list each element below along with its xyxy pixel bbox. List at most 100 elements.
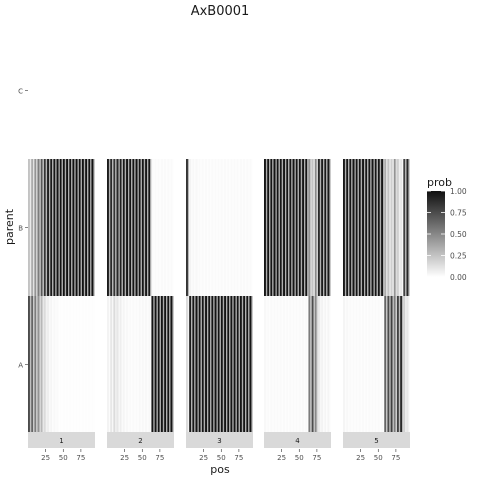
heat-cell-gap: [351, 296, 353, 433]
heat-cell-gap: [389, 159, 391, 296]
heat-cell-a-4-3: [273, 296, 276, 433]
legend-tick-label: 0.00: [450, 273, 467, 282]
facet-strip-label: 4: [295, 437, 300, 445]
heat-cell-b-1-4: [40, 159, 43, 296]
heat-cell-b-2-1: [110, 159, 113, 296]
facet-panel-5: 5 25 50 75: [343, 159, 410, 462]
heat-cell-a-4-4: [276, 296, 279, 433]
heat-cell-gap: [383, 159, 385, 296]
heat-cell-gap: [219, 159, 221, 296]
heat-cell-b-1-19: [88, 159, 91, 296]
heat-cell-a-2-13: [148, 296, 151, 433]
x-tick-label: 50: [138, 454, 147, 462]
heat-cell-gap: [392, 296, 394, 433]
heat-cell-b-4-20: [327, 159, 330, 296]
legend-title: prob: [427, 176, 452, 189]
legend: prob 1.00 0.75 0.50 0.25 0.00: [427, 176, 467, 282]
heat-cell-b-3-11: [220, 159, 223, 296]
heat-cell-gap: [112, 296, 114, 433]
heat-cell-gap: [134, 159, 136, 296]
heat-cell-gap: [323, 159, 325, 296]
heat-cell-gap: [87, 296, 89, 433]
heat-cell-gap: [294, 296, 296, 433]
heat-cell-b-3-13: [227, 159, 230, 296]
heat-cell-a-4-17: [317, 296, 320, 433]
heat-cell-gap: [115, 159, 117, 296]
heat-cell-a-5-13: [384, 296, 387, 433]
heat-cell-b-2-20: [170, 159, 173, 296]
heat-cell-gap: [245, 296, 247, 433]
heat-cell-a-3-17: [239, 296, 242, 433]
heat-cell-a-1-0: [28, 296, 30, 433]
heat-cell-a-3-2: [192, 296, 195, 433]
heat-cell-gap: [265, 159, 268, 296]
heat-cell-gap: [162, 296, 165, 433]
heat-cell-gap: [58, 296, 60, 433]
heat-cell-gap: [405, 296, 407, 433]
heat-cell-gap: [210, 159, 212, 296]
heat-cell-gap: [80, 296, 82, 433]
heat-cell-b-3-7: [208, 159, 211, 296]
heat-cell-gap: [222, 159, 225, 296]
heat-cell-gap: [367, 159, 369, 296]
heat-cell-b-1-0: [28, 159, 30, 296]
heat-cell-gap: [319, 296, 322, 433]
heat-cell-gap: [348, 159, 350, 296]
heat-cell-b-2-0: [107, 159, 109, 296]
heat-cell-gap: [36, 159, 38, 296]
heat-cell-a-2-7: [129, 296, 132, 433]
heat-cell-b-1-7: [50, 159, 53, 296]
heat-cell-gap: [304, 159, 306, 296]
heat-cell-a-1-6: [47, 296, 50, 433]
heat-cell-gap: [169, 159, 171, 296]
heat-cell-b-3-15: [233, 159, 236, 296]
heat-cell-gap: [61, 159, 63, 296]
heat-cell-b-4-5: [279, 159, 282, 296]
heat-cell-gap: [87, 159, 89, 296]
heat-cell-gap: [269, 296, 271, 433]
heat-cell-gap: [386, 296, 388, 433]
x-tick-label: 25: [356, 454, 365, 462]
heat-cell-gap: [83, 159, 86, 296]
legend-tick-label: 0.75: [450, 209, 467, 218]
facet-strip-label: 1: [59, 437, 63, 445]
heat-cell-gap: [42, 159, 44, 296]
heat-cell-gap: [326, 159, 328, 296]
heat-cell-gap: [232, 296, 234, 433]
heat-cell-gap: [226, 296, 228, 433]
heat-cell-a-1-15: [75, 296, 78, 433]
heat-cell-gap: [147, 159, 149, 296]
heatmap-panels: 1 25 50 75 2 25 50 75 3 25 50 75 4 25 50 75 5 25 50 75: [28, 159, 410, 462]
heat-cell-a-2-17: [160, 296, 163, 433]
heat-cell-gap: [49, 159, 51, 296]
heat-cell-a-2-16: [157, 296, 160, 433]
heat-cell-b-3-2: [192, 159, 195, 296]
heat-cell-gap: [275, 296, 277, 433]
heat-cell-gap: [248, 296, 250, 433]
heat-cell-a-3-11: [220, 296, 223, 433]
heat-cell-gap: [288, 159, 290, 296]
heat-cell-gap: [42, 296, 44, 433]
heat-cell-gap: [143, 159, 146, 296]
heat-cell-gap: [265, 296, 268, 433]
heat-cell-b-5-13: [384, 159, 387, 296]
heat-cell-gap: [68, 296, 70, 433]
heat-cell-gap: [194, 296, 196, 433]
heat-cell-b-5-17: [396, 159, 399, 296]
heat-cell-a-3-16: [236, 296, 239, 433]
heat-cell-a-4-15: [311, 296, 314, 433]
facet-strip-2: [107, 432, 174, 448]
heat-cell-b-4-12: [302, 159, 305, 296]
heat-cell-b-5-4: [355, 159, 358, 296]
heat-cell-b-1-8: [53, 159, 56, 296]
heat-cell-gap: [29, 296, 32, 433]
heat-cell-a-1-8: [53, 296, 56, 433]
heat-cell-gap: [61, 296, 63, 433]
heat-cell-gap: [219, 296, 221, 433]
heat-cell-a-1-14: [72, 296, 75, 433]
heat-cell-a-2-3: [116, 296, 119, 433]
heat-cell-b-3-1: [189, 159, 192, 296]
heat-cell-gap: [310, 159, 312, 296]
heat-cell-a-1-3: [37, 296, 40, 433]
heat-cell-b-2-8: [132, 159, 135, 296]
